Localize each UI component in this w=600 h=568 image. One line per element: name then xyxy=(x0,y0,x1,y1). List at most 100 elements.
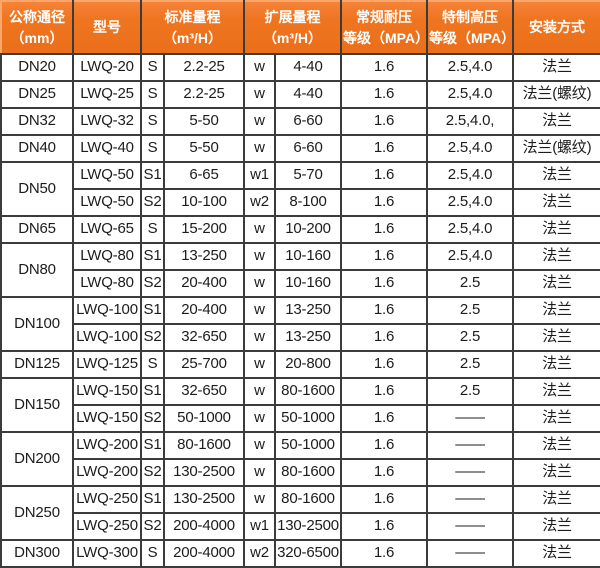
cell-ext-code: w xyxy=(243,134,276,163)
cell-install: 法兰 xyxy=(512,458,600,487)
cell-pressure: 1.6 xyxy=(340,215,428,244)
cell-pressure: 1.6 xyxy=(340,485,428,514)
cell-ext-range: 13-250 xyxy=(274,323,342,352)
cell-ext-range: 4-40 xyxy=(274,80,342,109)
cell-install: 法兰 xyxy=(512,296,600,325)
table-row: DN80 LWQ-80 S1 13-250 w 10-160 1.6 2.5,4… xyxy=(0,242,600,298)
cell-high-pressure: 2.5,4.0 xyxy=(426,188,514,217)
cell-ext-code: w xyxy=(243,269,276,298)
cell-high-pressure: 2.5,4.0 xyxy=(426,80,514,109)
cell-ext-code: w xyxy=(243,323,276,352)
cell-ext-range: 80-1600 xyxy=(274,377,342,406)
cell-std-range: 32-650 xyxy=(163,377,245,406)
cell-high-pressure: 2.5,4.0 xyxy=(426,242,514,271)
cell-ext-code: w2 xyxy=(243,188,276,217)
cell-std-code: S1 xyxy=(140,242,165,271)
cell-std-code: S1 xyxy=(140,431,165,460)
cell-high-pressure: 2.5 xyxy=(426,296,514,325)
cell-ext-code: w xyxy=(243,215,276,244)
cell-std-range: 2.2-25 xyxy=(163,80,245,109)
cell-model: LWQ-125 xyxy=(72,350,142,379)
cell-high-pressure: —— xyxy=(426,485,514,514)
cell-install: 法兰 xyxy=(512,377,600,406)
table-row: LWQ-50 S2 10-100 w2 8-100 1.6 2.5,4.0 法兰 xyxy=(1,188,600,217)
cell-dn: DN150 xyxy=(0,377,74,433)
cell-std-range: 10-100 xyxy=(163,188,245,217)
cell-pressure: 1.6 xyxy=(340,188,428,217)
cell-std-range: 200-4000 xyxy=(163,512,245,541)
cell-model: LWQ-150 xyxy=(72,404,142,433)
cell-ext-code: w xyxy=(243,431,276,460)
cell-install: 法兰 xyxy=(512,539,600,568)
cell-high-pressure: —— xyxy=(426,404,514,433)
header-model: 型号 xyxy=(72,0,142,55)
cell-install: 法兰 xyxy=(512,161,600,190)
cell-ext-code: w xyxy=(243,377,276,406)
cell-ext-code: w xyxy=(243,53,276,82)
cell-model: LWQ-20 xyxy=(72,53,142,82)
cell-dn: DN250 xyxy=(0,485,74,541)
cell-std-code: S1 xyxy=(140,296,165,325)
cell-install: 法兰 xyxy=(512,323,600,352)
cell-install: 法兰 xyxy=(512,404,600,433)
cell-high-pressure: —— xyxy=(426,431,514,460)
cell-ext-code: w xyxy=(243,296,276,325)
table-row: LWQ-150 S2 50-1000 w 50-1000 1.6 —— 法兰 xyxy=(1,404,600,433)
cell-std-code: S2 xyxy=(140,404,165,433)
cell-ext-range: 6-60 xyxy=(274,134,342,163)
header-install: 安装方式 xyxy=(512,0,600,55)
cell-pressure: 1.6 xyxy=(340,161,428,190)
cell-std-range: 130-2500 xyxy=(163,485,245,514)
cell-model: LWQ-50 xyxy=(72,161,142,190)
cell-ext-code: w xyxy=(243,350,276,379)
cell-pressure: 1.6 xyxy=(340,377,428,406)
cell-pressure: 1.6 xyxy=(340,80,428,109)
cell-std-range: 5-50 xyxy=(163,107,245,136)
cell-install: 法兰 xyxy=(512,53,600,82)
cell-std-code: S xyxy=(140,53,165,82)
cell-ext-range: 130-2500 xyxy=(274,512,342,541)
cell-model: LWQ-80 xyxy=(72,242,142,271)
cell-model: LWQ-100 xyxy=(72,323,142,352)
cell-dn: DN300 xyxy=(0,539,74,568)
cell-std-range: 25-700 xyxy=(163,350,245,379)
cell-high-pressure: 2.5 xyxy=(426,323,514,352)
cell-ext-range: 10-160 xyxy=(274,242,342,271)
cell-model: LWQ-200 xyxy=(72,431,142,460)
header-standard-range: 标准量程 （m³/H） xyxy=(140,0,245,55)
cell-std-code: S2 xyxy=(140,188,165,217)
cell-ext-range: 50-1000 xyxy=(274,431,342,460)
cell-model: LWQ-65 xyxy=(72,215,142,244)
cell-std-range: 32-650 xyxy=(163,323,245,352)
cell-ext-range: 320-6500 xyxy=(274,539,342,568)
table-row: LWQ-100 S2 32-650 w 13-250 1.6 2.5 法兰 xyxy=(1,323,600,352)
table-row: DN50 LWQ-50 S1 6-65 w1 5-70 1.6 2.5,4.0 … xyxy=(0,161,600,217)
cell-ext-code: w1 xyxy=(243,512,276,541)
cell-pressure: 1.6 xyxy=(340,242,428,271)
cell-dn: DN200 xyxy=(0,431,74,487)
cell-pressure: 1.6 xyxy=(340,53,428,82)
cell-high-pressure: 2.5 xyxy=(426,350,514,379)
header-diameter: 公称通径 （mm） xyxy=(0,0,74,55)
cell-high-pressure: 2.5 xyxy=(426,377,514,406)
cell-std-range: 6-65 xyxy=(163,161,245,190)
cell-std-range: 50-1000 xyxy=(163,404,245,433)
cell-high-pressure: 2.5,4.0 xyxy=(426,134,514,163)
cell-high-pressure: 2.5,4.0, xyxy=(426,107,514,136)
cell-ext-range: 8-100 xyxy=(274,188,342,217)
header-extended-range: 扩展量程 （m³/H） xyxy=(243,0,342,55)
table-row: DN25 LWQ-25 S 2.2-25 w 4-40 1.6 2.5,4.0 … xyxy=(0,80,600,109)
cell-pressure: 1.6 xyxy=(340,269,428,298)
cell-install: 法兰 xyxy=(512,350,600,379)
cell-std-code: S xyxy=(140,215,165,244)
cell-dn: DN50 xyxy=(0,161,74,217)
cell-high-pressure: —— xyxy=(426,512,514,541)
table-row: DN125 LWQ-125 S 25-700 w 20-800 1.6 2.5 … xyxy=(0,350,600,379)
cell-model: LWQ-80 xyxy=(72,269,142,298)
cell-pressure: 1.6 xyxy=(340,107,428,136)
cell-ext-range: 50-1000 xyxy=(274,404,342,433)
cell-std-range: 130-2500 xyxy=(163,458,245,487)
cell-pressure: 1.6 xyxy=(340,296,428,325)
cell-install: 法兰(螺纹) xyxy=(512,80,600,109)
